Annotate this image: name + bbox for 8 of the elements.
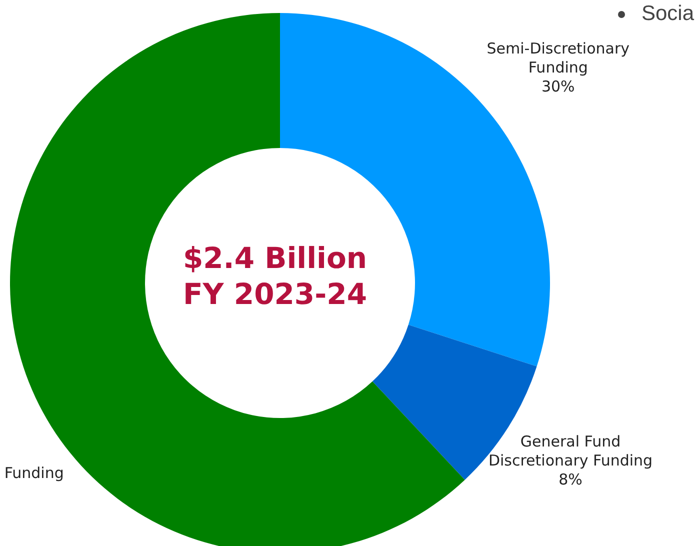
text: $2.4 Billion xyxy=(182,240,368,275)
slice-label: Semi-Discretionary Funding xyxy=(486,39,630,76)
data-label: 8% xyxy=(558,470,582,489)
text: FY 2023-24 xyxy=(182,276,368,311)
slice-label: Funding xyxy=(4,464,64,482)
text: Socia xyxy=(641,2,694,26)
data-label: 30% xyxy=(541,77,575,96)
slice-label: General Fund Discretionary Funding xyxy=(488,432,653,470)
